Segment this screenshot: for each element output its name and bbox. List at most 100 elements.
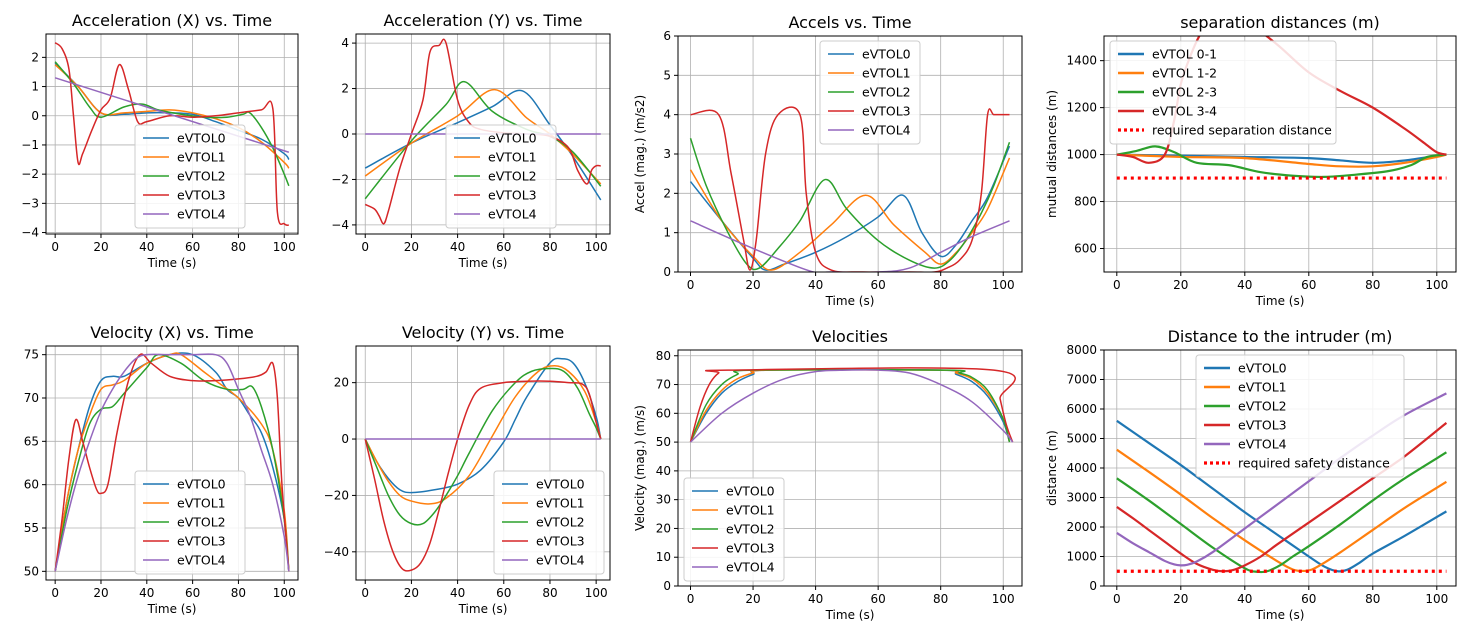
legend-label: eVTOL1: [488, 150, 537, 165]
legend-label: eVTOL3: [177, 188, 226, 203]
y-tick-label: 0: [663, 579, 671, 593]
x-axis-label: Time (s): [147, 256, 197, 270]
x-tick-label: 40: [808, 592, 823, 606]
x-tick-label: 80: [231, 586, 246, 600]
legend-label: eVTOL3: [1238, 418, 1287, 433]
x-tick-label: 100: [585, 586, 608, 600]
series-line-evtol3: [54, 42, 290, 226]
axes-frame: [45, 345, 299, 581]
series-line-evtol3: [364, 38, 601, 225]
legend-label: eVTOL2: [536, 515, 585, 530]
legend-label: eVTOL1: [1238, 380, 1287, 395]
x-tick-label: 40: [139, 586, 154, 600]
legend-label: eVTOL4: [177, 553, 226, 568]
legend: eVTOL0 eVTOL1 eVTOL2 eVTOL3 eVTOL4: [493, 470, 605, 575]
legend: eVTOL 0-1 eVTOL 1-2 eVTOL 2-3 eVTOL 3-4 requ…: [1109, 40, 1337, 145]
legend-label: eVTOL1: [726, 503, 775, 518]
legend-label: eVTOL0: [536, 477, 585, 492]
legend-label: eVTOL 2-3: [1152, 85, 1217, 100]
legend-label: eVTOL2: [488, 169, 537, 184]
x-axis-label: Time (s): [825, 608, 875, 622]
y-tick-label: 2: [31, 50, 39, 64]
legend: eVTOL0 eVTOL1 eVTOL2 eVTOL3 eVTOL4: [134, 124, 246, 229]
legend-label: eVTOL3: [536, 534, 585, 549]
x-tick-label: 40: [1237, 592, 1252, 606]
y-tick-label: 20: [656, 521, 671, 535]
y-tick-label: 40: [656, 464, 671, 478]
chart-title: Accels vs. Time: [788, 13, 911, 32]
y-tick-label: 80: [656, 349, 671, 363]
y-tick-label: 50: [24, 564, 39, 578]
legend-label: eVTOL0: [488, 131, 537, 146]
chart-panel-5: 0 20 40 60 80 100 −40 −20 0 20 Velocity (Y) vs. Ti…: [324, 323, 611, 616]
legend-label: eVTOL3: [862, 104, 911, 119]
y-tick-label: 70: [24, 391, 39, 405]
legend-label: eVTOL4: [177, 207, 226, 222]
x-tick-label: 20: [404, 240, 419, 254]
legend-label: eVTOL4: [1238, 437, 1287, 452]
y-tick-label: 70: [656, 378, 671, 392]
legend-label: eVTOL4: [862, 123, 911, 138]
axes-frame: [355, 345, 611, 581]
series-line-evtol3: [1116, 422, 1448, 573]
legend-label: eVTOL3: [726, 541, 775, 556]
x-tick-label: 0: [687, 278, 695, 292]
x-tick-label: 80: [542, 240, 557, 254]
y-tick-label: 55: [24, 521, 39, 535]
legend-label: eVTOL0: [726, 484, 775, 499]
y-tick-label: −2: [331, 172, 349, 186]
series-line-evtol-3-4: [1116, 36, 1447, 164]
x-tick-label: 20: [1173, 592, 1188, 606]
legend-label: eVTOL2: [177, 169, 226, 184]
y-tick-label: 1000: [1066, 550, 1097, 564]
legend-label: eVTOL3: [177, 534, 226, 549]
x-axis-label: Time (s): [147, 602, 197, 616]
x-tick-label: 20: [93, 586, 108, 600]
y-tick-label: 7000: [1066, 373, 1097, 387]
axes-frame: [1103, 35, 1457, 273]
y-tick-label: 0: [1089, 579, 1097, 593]
chart-title: Velocity (Y) vs. Time: [402, 323, 564, 342]
y-tick-label: −3: [21, 196, 39, 210]
y-tick-label: 50: [656, 435, 671, 449]
series-line-evtol4: [54, 353, 290, 572]
x-axis-label: Time (s): [458, 602, 508, 616]
y-tick-label: 60: [656, 406, 671, 420]
legend-label: eVTOL1: [177, 496, 226, 511]
x-tick-label: 80: [542, 586, 557, 600]
series-line-evtol2: [689, 368, 1011, 443]
y-tick-label: −1: [21, 138, 39, 152]
legend-box: [445, 124, 557, 229]
y-tick-label: 20: [334, 376, 349, 390]
y-tick-label: 1: [663, 226, 671, 240]
x-tick-label: 60: [496, 586, 511, 600]
legend-label: eVTOL4: [488, 207, 537, 222]
x-tick-label: 60: [871, 592, 886, 606]
x-tick-label: 100: [585, 240, 608, 254]
x-tick-label: 60: [1301, 592, 1316, 606]
x-tick-label: 40: [808, 278, 823, 292]
y-axis-label: Velocity (mag.) (m/s): [633, 405, 647, 531]
legend-label: required safety distance: [1238, 456, 1390, 471]
y-tick-label: 0: [663, 265, 671, 279]
legend: eVTOL0 eVTOL1 eVTOL2 eVTOL3 eVTOL4: [134, 470, 246, 575]
y-tick-label: 6: [663, 29, 671, 43]
y-tick-label: 1: [31, 80, 39, 94]
x-tick-label: 80: [933, 592, 948, 606]
y-tick-label: 800: [1074, 195, 1097, 209]
x-tick-label: 80: [933, 278, 948, 292]
y-tick-label: 6000: [1066, 402, 1097, 416]
legend-label: eVTOL1: [177, 150, 226, 165]
legend: eVTOL0 eVTOL1 eVTOL2 eVTOL3 eVTOL4: [683, 477, 785, 582]
x-tick-label: 60: [185, 586, 200, 600]
x-tick-label: 0: [51, 240, 59, 254]
series-line-evtol4: [690, 369, 1014, 443]
chart-title: separation distances (m): [1180, 13, 1380, 32]
y-tick-label: −20: [324, 488, 349, 502]
legend-label: eVTOL 3-4: [1152, 104, 1217, 119]
legend: eVTOL0 eVTOL1 eVTOL2 eVTOL3 eVTOL4: [819, 40, 921, 145]
x-tick-label: 100: [1425, 592, 1448, 606]
series-line-evtol4: [690, 220, 1010, 272]
y-tick-label: 3: [663, 147, 671, 161]
